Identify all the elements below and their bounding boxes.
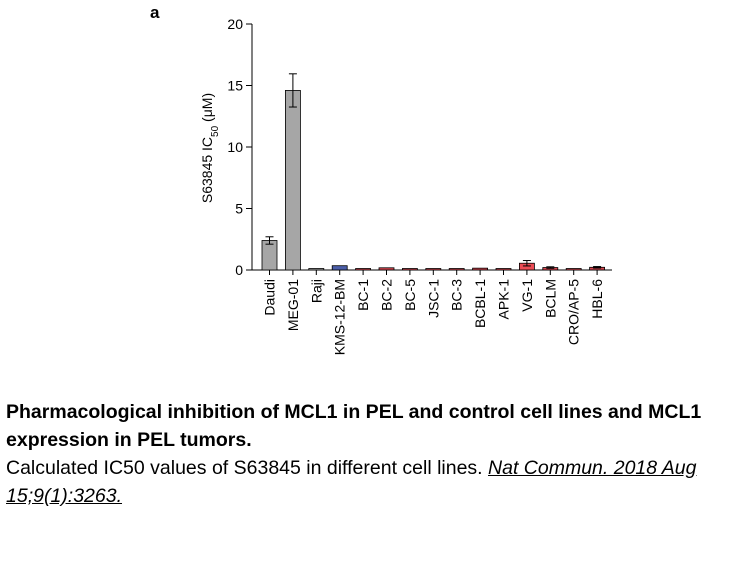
caption-title: Pharmacological inhibition of MCL1 in PE… xyxy=(6,401,702,451)
bar xyxy=(425,268,442,271)
y-axis-label: S63845 IC50 (μM) xyxy=(199,93,221,203)
y-tick-label: 10 xyxy=(227,139,243,155)
svg-text:S63845 IC50 (μM): S63845 IC50 (μM) xyxy=(199,93,221,203)
bars xyxy=(261,73,605,271)
bar xyxy=(261,240,278,271)
bar xyxy=(448,268,465,271)
x-tick-label: BCBL-1 xyxy=(472,279,488,328)
bar xyxy=(472,267,489,271)
y-tick-label: 5 xyxy=(235,201,243,217)
x-tick-label: BCLM xyxy=(542,279,558,318)
bar xyxy=(355,268,372,271)
bar xyxy=(495,268,512,271)
x-tick-label: HBL-6 xyxy=(589,279,605,319)
citation-link[interactable]: Nat Commun. 2018 Aug 15;9(1):3263. xyxy=(6,457,697,507)
panel-label: a xyxy=(150,3,160,22)
x-tick-label: JSC-1 xyxy=(425,279,441,318)
x-tick-label: BC-1 xyxy=(355,279,371,311)
x-tick-label: APK-1 xyxy=(496,279,512,320)
x-tick-label: BC-5 xyxy=(402,279,418,311)
caption-body-line: Calculated IC50 values of S63845 in diff… xyxy=(6,454,751,510)
caption-body: Calculated IC50 values of S63845 in diff… xyxy=(6,457,489,479)
bar xyxy=(284,90,301,271)
figure-caption: Pharmacological inhibition of MCL1 in PE… xyxy=(6,398,751,510)
y-tick-label: 15 xyxy=(227,78,243,94)
x-tick-labels: Daudi MEG-01 Raji KMS-12-BM BC-1 BC-2 BC-5 JSC-… xyxy=(262,270,605,355)
x-tick-label: BC-2 xyxy=(379,279,395,311)
bar xyxy=(378,267,395,271)
y-tick-label: 0 xyxy=(235,262,243,278)
x-tick-label: Raji xyxy=(308,279,324,303)
x-tick-label: Daudi xyxy=(262,279,278,316)
x-tick-label: CRO/AP-5 xyxy=(566,279,582,345)
x-tick-label: MEG-01 xyxy=(285,279,301,331)
bar xyxy=(401,268,418,271)
y-tick-label: 20 xyxy=(227,16,243,32)
bar-chart: a S63845 IC50 (μM) 0 5 10 15 20 Daudi MEG-01 R… xyxy=(150,3,612,355)
x-tick-label: BC-3 xyxy=(449,279,465,311)
bar xyxy=(308,268,325,271)
bar xyxy=(331,265,348,271)
x-tick-label: KMS-12-BM xyxy=(332,279,348,355)
x-tick-label: VG-1 xyxy=(519,279,535,312)
bar xyxy=(565,268,582,271)
